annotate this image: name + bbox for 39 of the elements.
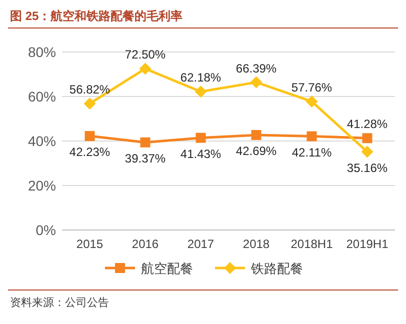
data-label: 72.50% [124, 48, 166, 62]
data-label: 66.39% [236, 61, 277, 76]
point [139, 62, 152, 75]
x-tick-label: 2019H1 [346, 237, 389, 251]
data-label: 42.69% [236, 144, 277, 158]
data-label: 57.76% [291, 80, 332, 94]
y-tick-label: 20% [28, 178, 56, 194]
data-label: 41.43% [180, 146, 222, 161]
point [362, 133, 372, 144]
point [306, 131, 317, 142]
point [250, 76, 262, 88]
x-tick-label: 2018H1 [290, 237, 334, 251]
point [306, 95, 318, 108]
chart-title: 图 25：航空和铁路配餐的毛利率 [10, 9, 183, 23]
legend-label: 铁路配餐 [250, 261, 303, 276]
legend-label: 航空配餐 [141, 261, 193, 276]
x-tick-label: 2015 [76, 237, 104, 251]
y-tick-label: 0% [36, 222, 56, 238]
data-label: 35.16% [346, 160, 388, 175]
data-label: 42.11% [292, 145, 332, 160]
data-label: 42.23% [69, 145, 110, 160]
data-label: 56.82% [69, 82, 110, 97]
point [194, 86, 207, 98]
point [196, 132, 206, 143]
y-tick-label: 80% [28, 44, 56, 60]
data-label: 41.28% [346, 117, 388, 132]
point [84, 131, 95, 142]
point [361, 146, 374, 158]
point [251, 130, 262, 140]
text: 资料来源：公司公告 [10, 296, 109, 309]
point [140, 137, 150, 148]
x-tick-label: 2016 [132, 237, 159, 251]
y-tick-label: 40% [28, 133, 56, 149]
x-tick-label: 2017 [187, 237, 214, 251]
point [84, 98, 96, 110]
x-tick-label: 2018 [242, 237, 270, 251]
data-label: 39.37% [124, 151, 166, 166]
y-tick-label: 60% [28, 88, 56, 104]
data-label: 62.18% [180, 70, 222, 85]
